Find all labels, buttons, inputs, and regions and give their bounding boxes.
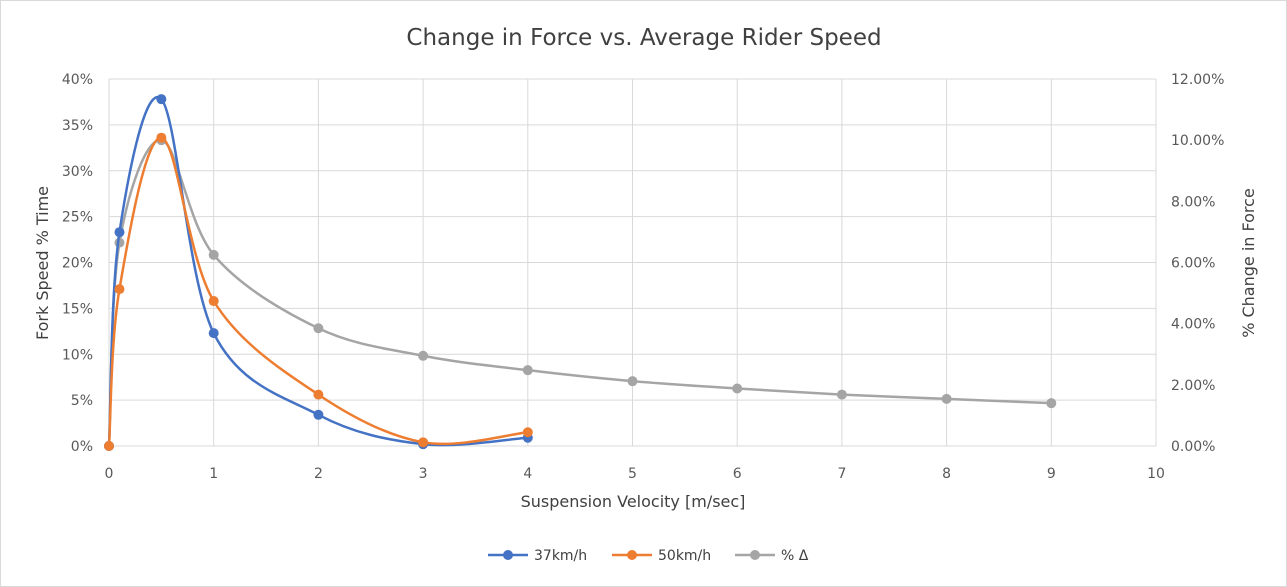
x-tick-label: 9: [1047, 466, 1056, 482]
y2-tick-label: 10.00%: [1171, 133, 1224, 149]
grid-lines: [108, 78, 1157, 447]
data-point: [941, 393, 952, 404]
data-point: [313, 389, 324, 400]
x-tick-label: 6: [733, 466, 742, 482]
data-point: [418, 350, 429, 361]
x-axis-ticks: 0 1 2 3 4 5 6 7 8 9 10: [105, 466, 1165, 482]
y-tick-label: 25%: [62, 210, 93, 226]
legend: 37km/h 50km/h % Δ: [488, 548, 809, 564]
y2-tick-label: 2.00%: [1171, 378, 1215, 394]
data-point: [104, 441, 114, 451]
x-axis-title: Suspension Velocity [m/sec]: [521, 492, 746, 511]
right-axis-ticks: 0.00% 2.00% 4.00% 6.00% 8.00% 10.00% 12.00%: [1171, 72, 1224, 455]
legend-swatch-marker: [503, 550, 513, 560]
x-tick-label: 1: [209, 466, 218, 482]
data-point: [732, 383, 743, 394]
data-point: [208, 249, 219, 260]
data-point: [418, 437, 429, 448]
y-tick-label: 40%: [62, 72, 93, 88]
chart-title: Change in Force vs. Average Rider Speed: [406, 25, 881, 51]
x-tick-label: 7: [837, 466, 846, 482]
series-2: [104, 135, 1057, 451]
data-point: [156, 132, 167, 143]
y2-tick-label: 8.00%: [1171, 194, 1215, 210]
data-point: [208, 328, 219, 339]
x-tick-label: 3: [419, 466, 428, 482]
data-point: [208, 296, 219, 307]
x-tick-label: 8: [942, 466, 951, 482]
series-line: [107, 95, 528, 447]
y2-tick-label: 0.00%: [1171, 439, 1215, 455]
y-tick-label: 0%: [71, 439, 93, 455]
data-point: [522, 365, 533, 376]
data-point: [522, 427, 533, 438]
x-tick-label: 2: [314, 466, 323, 482]
y-tick-label: 15%: [62, 301, 93, 317]
x-tick-label: 10: [1147, 466, 1165, 482]
x-tick-label: 0: [105, 466, 114, 482]
y-tick-label: 10%: [62, 347, 93, 363]
y-tick-label: 20%: [62, 256, 93, 272]
legend-swatch-marker: [750, 550, 760, 560]
legend-label: % Δ: [781, 548, 809, 564]
y-axis-title: Fork Speed % Time: [33, 186, 52, 340]
y2-tick-label: 6.00%: [1171, 256, 1215, 272]
legend-swatch-marker: [627, 550, 637, 560]
y2-axis-title: % Change in Force: [1239, 188, 1258, 338]
data-point: [313, 409, 324, 420]
y-tick-label: 5%: [71, 393, 93, 409]
data-point: [114, 227, 125, 238]
left-axis-ticks: 0% 5% 10% 15% 20% 25% 30% 35% 40%: [62, 72, 93, 455]
data-point: [836, 389, 847, 400]
y2-tick-label: 4.00%: [1171, 317, 1215, 333]
y-tick-label: 35%: [62, 118, 93, 134]
data-point: [627, 376, 638, 387]
x-tick-label: 5: [628, 466, 637, 482]
series-layer: [104, 94, 1057, 451]
series-1: [104, 132, 533, 451]
data-point: [313, 323, 324, 334]
data-point: [1046, 398, 1057, 409]
legend-label: 37km/h: [534, 548, 587, 564]
y-tick-label: 30%: [62, 164, 93, 180]
legend-label: 50km/h: [658, 548, 711, 564]
data-point: [156, 94, 167, 105]
x-tick-label: 4: [523, 466, 532, 482]
y2-tick-label: 12.00%: [1171, 72, 1224, 88]
data-point: [114, 284, 125, 295]
